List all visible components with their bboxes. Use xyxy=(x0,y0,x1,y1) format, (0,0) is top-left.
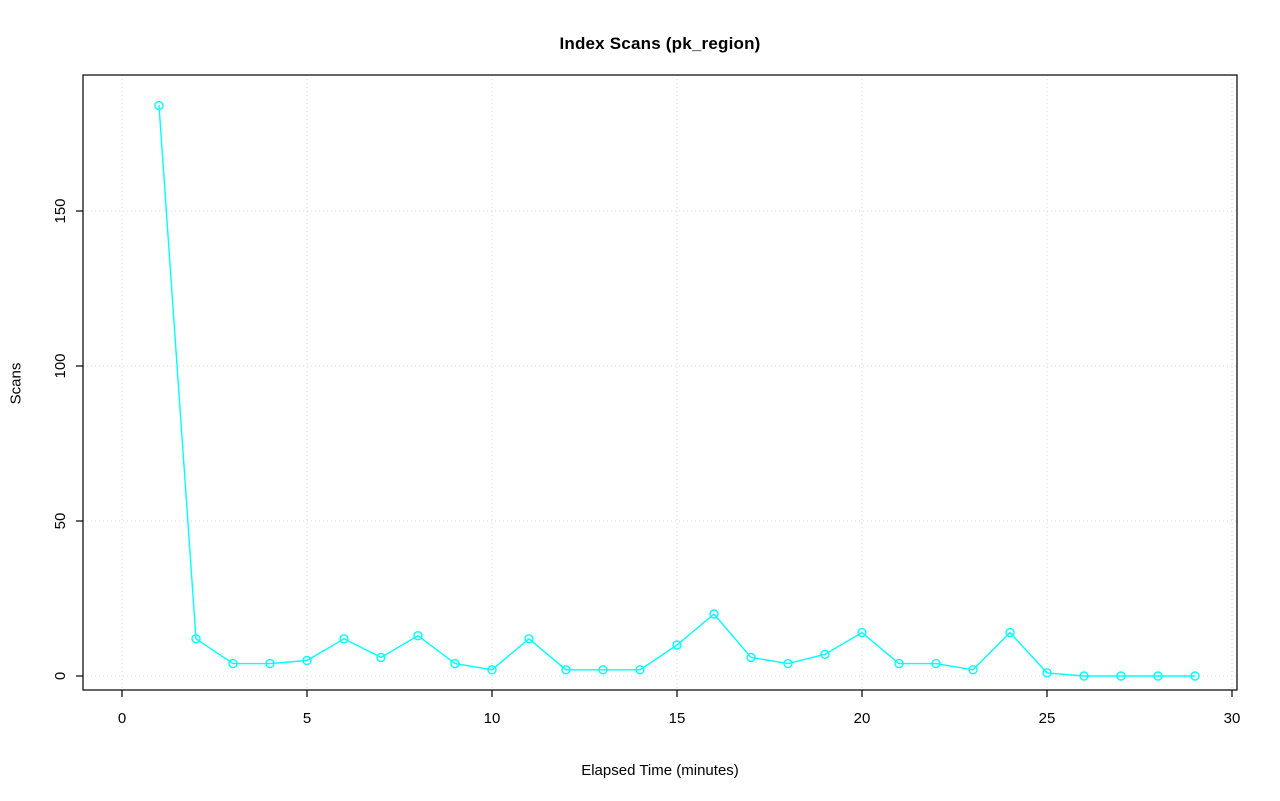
y-tick-label: 100 xyxy=(52,353,69,378)
data-point xyxy=(598,665,608,675)
data-point xyxy=(1079,671,1089,681)
data-point xyxy=(1005,627,1015,638)
data-point xyxy=(968,665,978,675)
data-point xyxy=(524,634,534,644)
series-line xyxy=(158,104,1196,677)
data-point xyxy=(191,634,201,644)
data-point xyxy=(1042,668,1052,678)
data-point xyxy=(413,631,423,641)
data-point xyxy=(746,652,756,663)
data-point xyxy=(820,649,830,659)
x-tick-label: 10 xyxy=(484,710,501,727)
data-point xyxy=(450,658,460,669)
data-point xyxy=(339,634,349,644)
y-axis-label: Scans xyxy=(7,362,25,405)
x-tick-label: 0 xyxy=(118,710,126,727)
x-tick-label: 5 xyxy=(303,710,311,727)
data-point xyxy=(894,658,904,669)
data-point xyxy=(1116,671,1126,681)
data-point xyxy=(635,665,645,675)
x-tick-label: 15 xyxy=(669,710,686,727)
y-tick-label: 50 xyxy=(52,513,69,530)
y-tick-label: 0 xyxy=(52,672,69,680)
data-point xyxy=(1190,671,1200,681)
data-point xyxy=(709,609,719,619)
data-point xyxy=(1153,671,1163,681)
chart-title: Index Scans (pk_region) xyxy=(559,34,761,53)
x-tick-label: 30 xyxy=(1224,710,1241,727)
x-axis-label: Elapsed Time (minutes) xyxy=(581,762,739,779)
data-point xyxy=(487,665,497,675)
x-tick-label: 20 xyxy=(854,710,871,727)
data-point xyxy=(672,640,682,650)
data-point xyxy=(265,658,275,669)
data-point xyxy=(857,627,867,638)
data-point xyxy=(228,658,238,669)
x-tick-label: 25 xyxy=(1039,710,1056,727)
data-point xyxy=(154,100,164,111)
data-point xyxy=(931,658,941,669)
y-tick-label: 150 xyxy=(52,198,69,223)
data-point xyxy=(561,665,571,675)
data-point xyxy=(783,658,793,669)
data-point xyxy=(376,652,386,663)
plot-box xyxy=(82,74,1238,691)
data-point xyxy=(302,655,312,666)
